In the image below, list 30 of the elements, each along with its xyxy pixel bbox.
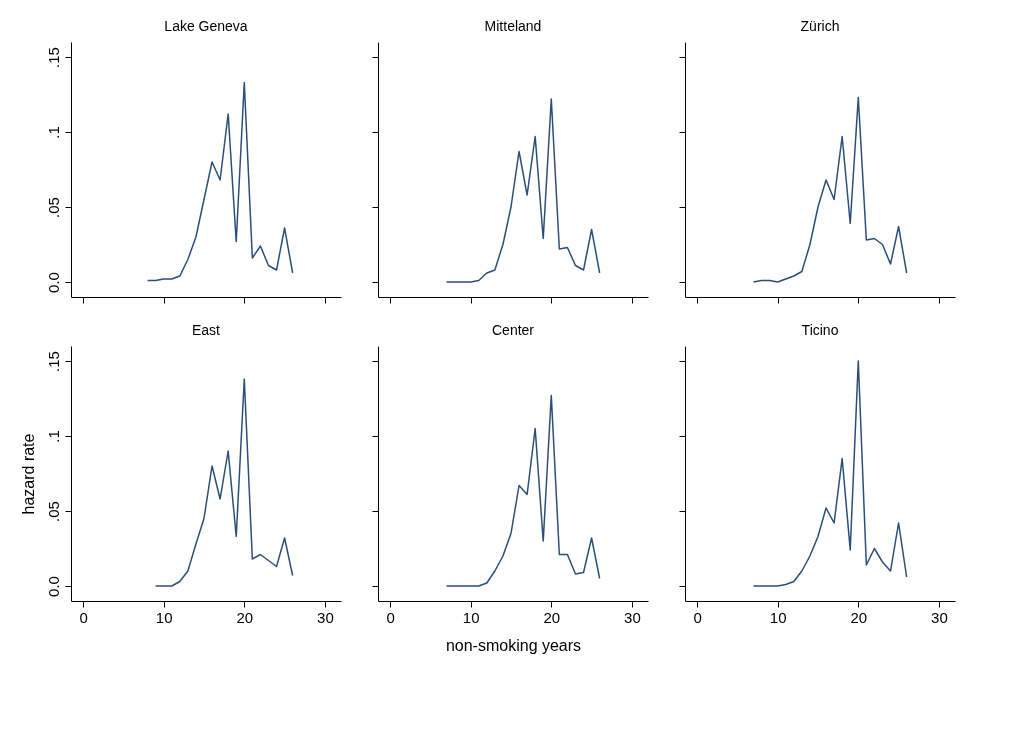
x-tick-label: 0: [79, 608, 88, 626]
x-tick-label: 20: [850, 608, 868, 626]
y-tick-label: .05: [44, 197, 62, 218]
x-tick-label: 20: [543, 608, 561, 626]
y-tick-label: .15: [44, 47, 62, 68]
x-tick-label: 0: [386, 608, 395, 626]
line-series: [154, 378, 294, 587]
x-tick-label: 30: [931, 608, 948, 626]
y-tick-label: .1: [44, 126, 62, 139]
y-tick-label: 0.0: [44, 576, 62, 597]
x-tick-label: 30: [624, 608, 641, 626]
chart-title: Lake Geneva: [164, 18, 248, 34]
x-tick-label: 10: [462, 608, 480, 626]
x-tick-label: 20: [236, 608, 254, 626]
y-tick-label: 0.0: [44, 272, 62, 293]
y-tick-label: .15: [44, 351, 62, 372]
chart-title: Mitteland: [484, 18, 542, 34]
x-tick-label: 30: [317, 608, 334, 626]
x-tick-label: 10: [769, 608, 787, 626]
x-tick-label: 0: [693, 608, 702, 626]
chart-title: Ticino: [801, 322, 839, 338]
chart-title: East: [191, 322, 221, 338]
chart-title: Zürich: [800, 18, 840, 34]
line-series: [146, 81, 294, 282]
chart-title: Center: [491, 322, 535, 338]
y-axis-title: hazard rate: [19, 433, 37, 515]
x-axis-title: non-smoking years: [445, 636, 582, 654]
y-tick-label: .05: [44, 501, 62, 522]
y-tick-label: .1: [44, 430, 62, 443]
x-tick-label: 10: [155, 608, 173, 626]
